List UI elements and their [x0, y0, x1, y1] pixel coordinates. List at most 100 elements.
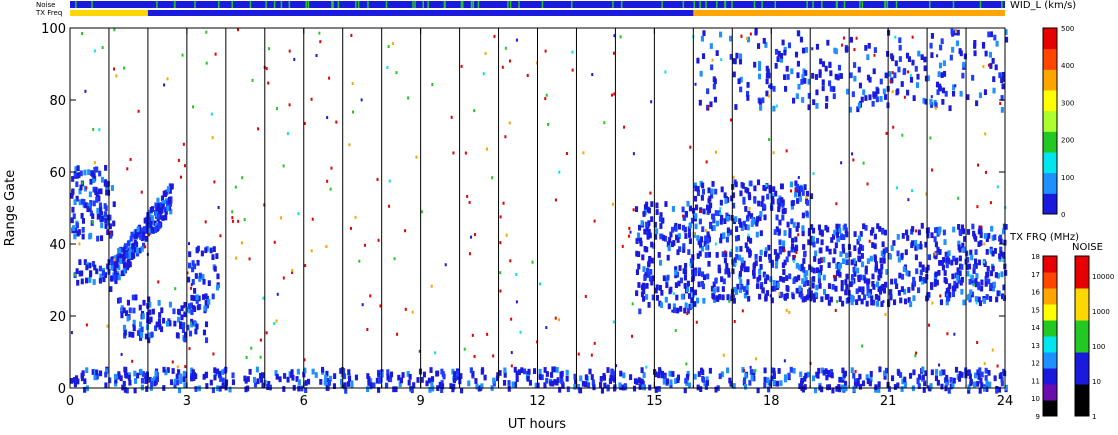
echo-point — [124, 310, 129, 317]
echo-point — [717, 210, 721, 217]
echo-point — [984, 275, 988, 282]
echo-point — [73, 376, 77, 383]
scatter-point — [492, 354, 495, 358]
echo-point — [969, 380, 973, 387]
echo-point — [80, 278, 84, 285]
echo-point — [186, 324, 190, 331]
echo-point — [528, 379, 533, 386]
scatter-point — [431, 83, 434, 87]
scatter-point — [755, 357, 758, 361]
echo-point — [764, 278, 768, 285]
scatter-point — [273, 240, 276, 244]
noise-row-tick — [444, 1, 446, 8]
echo-point — [167, 204, 172, 211]
echo-point — [844, 289, 848, 296]
echo-point — [161, 203, 165, 210]
echo-point — [430, 382, 434, 388]
echo-point — [406, 371, 410, 377]
echo-point — [114, 380, 118, 387]
scatter-point — [689, 145, 692, 149]
echo-point — [853, 378, 857, 385]
echo-point — [157, 318, 162, 324]
echo-point — [729, 380, 733, 387]
echo-point — [192, 295, 196, 302]
echo-point — [123, 243, 128, 249]
echo-point — [839, 73, 843, 79]
echo-point — [800, 263, 804, 270]
scatter-point — [235, 256, 238, 260]
echo-point — [865, 300, 869, 307]
echo-point — [195, 247, 199, 253]
scatter-point — [237, 28, 240, 32]
echo-point — [687, 382, 692, 389]
echo-point — [73, 199, 77, 205]
echo-point — [998, 72, 1002, 79]
scatter-point — [793, 254, 796, 258]
scatter-point — [730, 248, 733, 252]
echo-point — [921, 264, 925, 271]
echo-point — [965, 264, 969, 271]
echo-point — [101, 270, 105, 276]
scatter-point — [907, 198, 910, 202]
echo-point — [739, 246, 743, 252]
echo-point — [962, 299, 966, 306]
echo-point — [160, 195, 165, 202]
echo-point — [350, 382, 354, 388]
echo-point — [164, 214, 168, 221]
echo-point — [785, 256, 789, 263]
echo-point — [736, 283, 740, 290]
echo-point — [839, 251, 843, 257]
echo-point — [684, 210, 688, 217]
scatter-point — [722, 353, 725, 357]
echo-point — [641, 254, 645, 261]
echo-point — [145, 225, 149, 232]
echo-point — [739, 86, 743, 93]
echo-point — [606, 367, 610, 373]
scatter-point — [671, 309, 674, 313]
echo-point — [947, 250, 951, 257]
echo-point — [667, 303, 671, 310]
echo-point — [763, 367, 767, 374]
echo-point — [182, 376, 186, 383]
noise-row-bar — [70, 1, 1005, 8]
echo-point — [428, 386, 432, 393]
velocity-colorbar-frame — [1042, 27, 1058, 215]
velocity-colorbar-segment — [1043, 131, 1057, 153]
echo-point — [974, 296, 978, 302]
echo-point — [662, 235, 666, 241]
echo-point — [645, 229, 649, 235]
echo-point — [674, 269, 678, 276]
scatter-point — [108, 231, 111, 235]
scatter-point — [358, 259, 361, 263]
noise-row-tick — [332, 1, 334, 8]
echo-point — [756, 179, 761, 186]
echo-point — [890, 375, 895, 382]
echo-point — [700, 245, 705, 252]
echo-point — [792, 221, 796, 228]
scatter-point — [396, 332, 399, 336]
echo-point — [72, 213, 76, 220]
echo-point — [354, 374, 358, 381]
echo-point — [449, 383, 453, 389]
echo-point — [731, 293, 735, 300]
echo-point — [824, 294, 828, 300]
echo-point — [919, 243, 923, 250]
txfreq-colorbar-frame — [1042, 255, 1058, 417]
echo-point — [87, 169, 91, 176]
echo-point — [710, 64, 714, 71]
echo-point — [573, 373, 577, 380]
scatter-point — [558, 318, 561, 322]
echo-point — [801, 190, 805, 196]
scatter-point — [972, 283, 975, 287]
echo-point — [523, 368, 527, 375]
scatter-point — [182, 142, 185, 146]
echo-point — [860, 96, 864, 103]
echo-point — [999, 250, 1003, 257]
echo-point — [779, 275, 783, 282]
echo-point — [989, 248, 993, 255]
echo-point — [325, 370, 329, 377]
echo-point — [429, 367, 433, 373]
echo-point — [401, 372, 405, 378]
scatter-point — [591, 73, 594, 77]
echo-point — [703, 380, 707, 387]
